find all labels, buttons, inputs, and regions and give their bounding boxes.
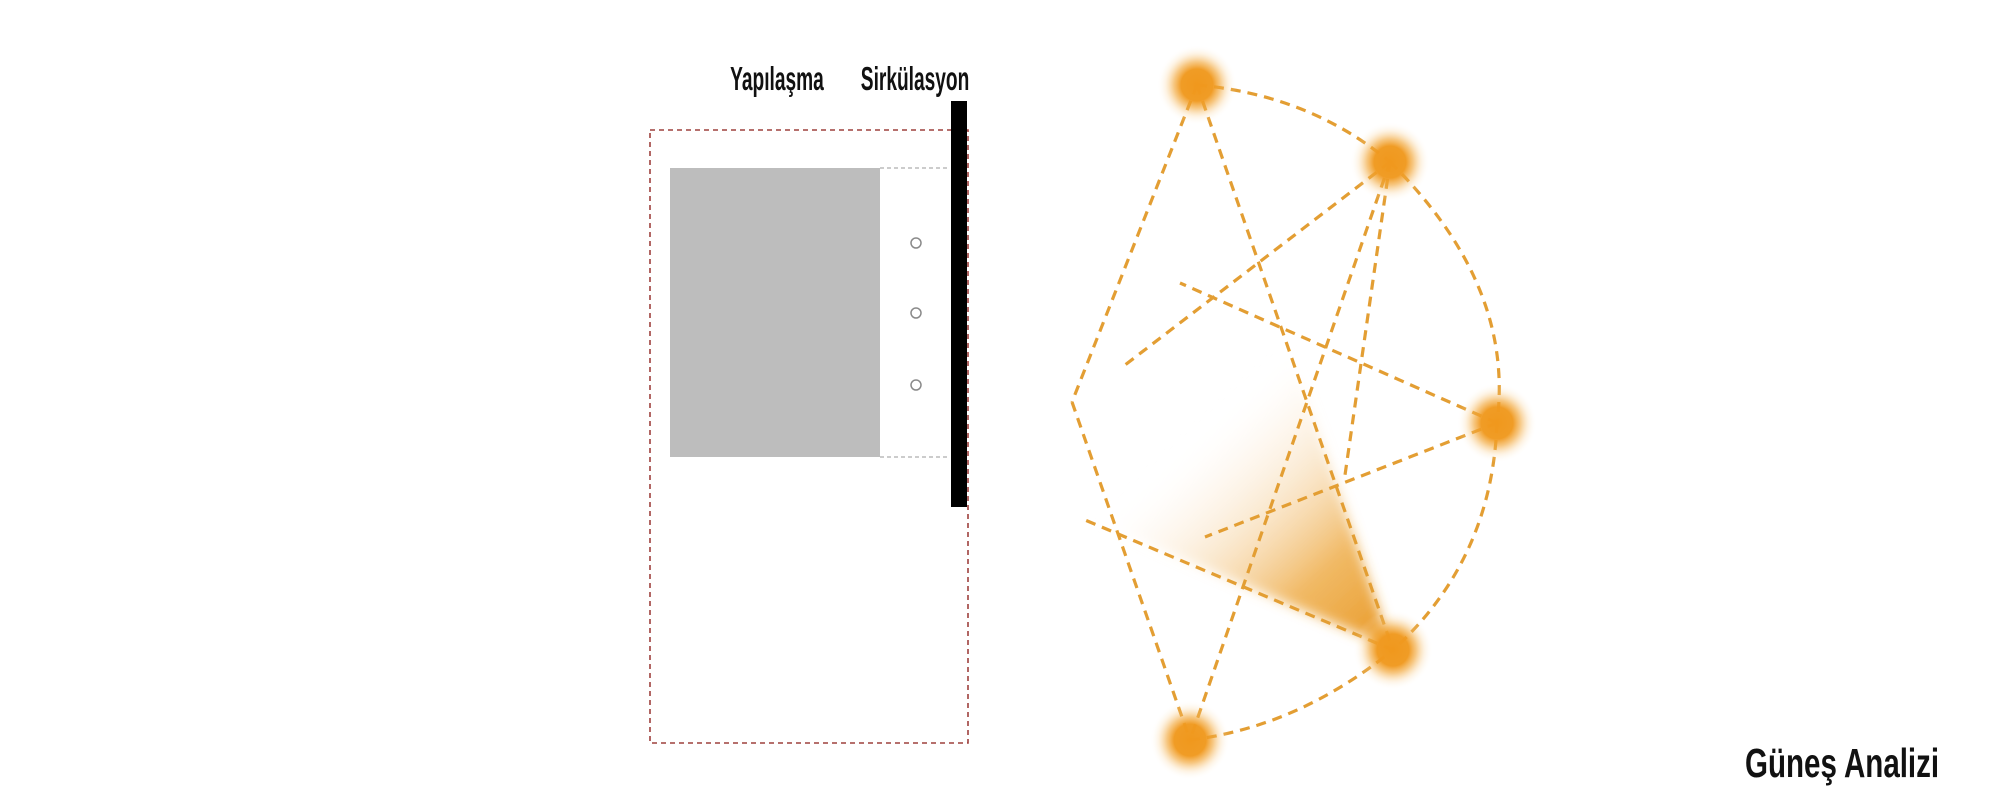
sun-markers-layer — [1150, 45, 1537, 780]
sun-beam — [1100, 340, 1392, 648]
ray-sun4-left — [1084, 518, 1394, 652]
ray-sun2-focus — [1343, 161, 1392, 476]
circulation-bar — [951, 101, 967, 507]
sun-beam-layer — [1100, 340, 1392, 648]
building-mass — [670, 168, 880, 457]
arc-sun2-sun3 — [1388, 160, 1501, 424]
site-plan — [649, 101, 969, 744]
sun-5 — [1150, 700, 1230, 780]
ray-sun3-upleft — [1179, 281, 1498, 425]
ray-sun3-through-focus — [1204, 421, 1498, 539]
circulation-node-1 — [910, 237, 922, 249]
circulation-column-label: Sirkülasyon — [860, 60, 970, 97]
building-column-label: Yapılaşma — [730, 60, 824, 97]
ray-sun2-downleft — [1124, 160, 1391, 367]
arc-sun1-sun2 — [1196, 83, 1392, 164]
sun-3 — [1457, 383, 1537, 463]
circulation-node-3 — [910, 379, 922, 391]
page-title: Güneş Analizi — [1745, 740, 1940, 786]
sun-4 — [1353, 610, 1433, 690]
sun-2 — [1350, 122, 1430, 202]
site-boundary — [649, 129, 969, 744]
ray-sun1-sun4 — [1195, 84, 1395, 651]
ray-left-vertex-sun5 — [1070, 401, 1192, 741]
ray-sun1-left-vertex — [1070, 84, 1199, 403]
sun-1 — [1157, 45, 1237, 125]
circulation-node-2 — [910, 307, 922, 319]
